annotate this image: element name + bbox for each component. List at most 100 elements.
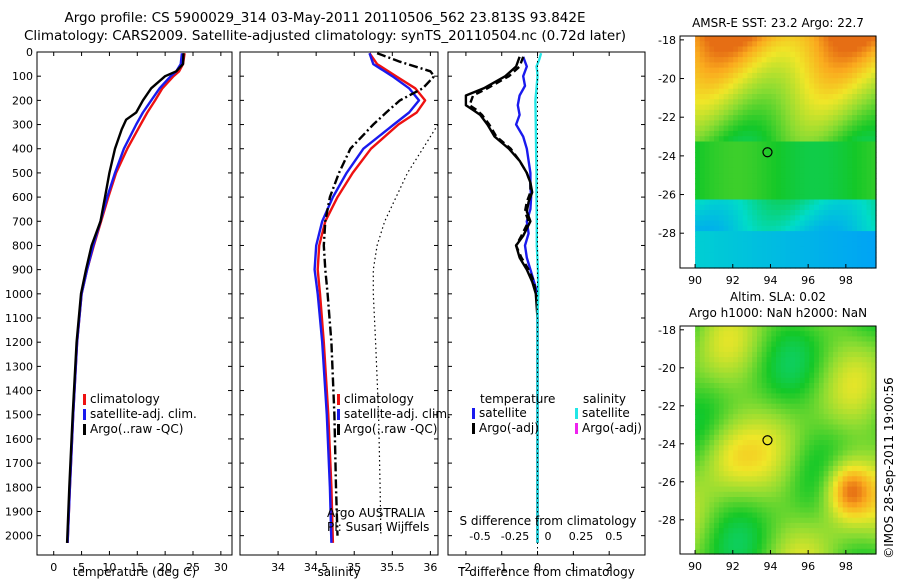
sst-map-y-tick-label: -18 xyxy=(658,34,676,47)
sst-map-cells xyxy=(695,36,877,269)
sla-map-y-tick-label: -28 xyxy=(658,514,676,527)
sst-map-x-tick-label: 98 xyxy=(839,274,853,287)
legend-diff-title-salinity: salinity xyxy=(583,392,626,406)
legend-temp-swatch xyxy=(83,424,86,435)
sst-map-x-tick-label: 94 xyxy=(763,274,777,287)
sla-map-subtitle: Argo h1000: NaN h2000: NaN xyxy=(689,306,867,320)
legend-diff-sal-label: satellite xyxy=(582,406,630,420)
sst-map-y-tick-label: -22 xyxy=(658,111,676,124)
y-tick-label-temperature: 1100 xyxy=(5,312,33,325)
sla-map-y-tick-label: -22 xyxy=(658,400,676,413)
x-tick-label-salinity: 34.5 xyxy=(304,561,329,574)
series-line-t-argo-adj- xyxy=(464,56,539,543)
figure-title-line1: Argo profile: CS 5900029_314 03-May-2011… xyxy=(64,10,586,26)
annotation-pi: PI: Susan Wijffels xyxy=(327,520,429,534)
legend-sal-label: Argo(..raw -QC) xyxy=(344,422,437,436)
legend-temp-swatch xyxy=(83,409,86,420)
sst-map-argo-marker xyxy=(762,147,773,158)
series-line-t-argo-dashed xyxy=(468,56,537,294)
x-tick-label-salinity: 35 xyxy=(347,561,361,574)
x-tick-label-temperature: 0 xyxy=(50,561,57,574)
y-tick-label-temperature: 1900 xyxy=(5,505,33,518)
y-tick-label-temperature: 1600 xyxy=(5,433,33,446)
top-tick-label-difference: -0.5 xyxy=(469,530,490,543)
legend-temp-label: satellite-adj. clim. xyxy=(90,407,197,421)
series-line-argo-raw-qc- xyxy=(65,53,185,543)
legend-sal-label: satellite-adj. clim. xyxy=(344,407,451,421)
y-tick-label-temperature: 2000 xyxy=(5,530,33,543)
legend-diff-sal-swatch xyxy=(575,408,578,419)
y-tick-label-temperature: 500 xyxy=(12,167,33,180)
y-tick-label-temperature: 1700 xyxy=(5,457,33,470)
x-tick-label-temperature: 20 xyxy=(158,561,172,574)
legend-diff-sal-swatch xyxy=(575,423,578,434)
top-axis-label-difference: S difference from climatology xyxy=(460,514,637,528)
y-tick-label-temperature: 100 xyxy=(12,70,33,83)
y-tick-label-temperature: 800 xyxy=(12,239,33,252)
sla-map-cells xyxy=(695,326,877,555)
x-axis-label-difference: T difference from climatology xyxy=(457,565,635,579)
x-tick-label-difference: -1 xyxy=(496,561,507,574)
x-tick-label-salinity: 34 xyxy=(271,561,285,574)
sla-map-y-tick-label: -18 xyxy=(658,324,676,337)
legend-sal-swatch xyxy=(337,409,340,420)
y-tick-label-temperature: 200 xyxy=(12,94,33,107)
sla-map-frame xyxy=(679,325,877,555)
y-tick-label-temperature: 1800 xyxy=(5,481,33,494)
sla-map-x-tick-label: 96 xyxy=(801,560,815,573)
sst-map-frame xyxy=(679,35,877,269)
y-tick-label-temperature: 600 xyxy=(12,191,33,204)
sla-map-x-tick-label: 90 xyxy=(688,560,702,573)
series-line-argo-raw-qc- xyxy=(322,52,436,536)
x-tick-label-difference: 2 xyxy=(606,561,613,574)
copyright-footer: ©IMOS 28-Sep-2011 19:00:56 xyxy=(882,377,896,559)
x-tick-label-salinity: 36 xyxy=(423,561,437,574)
x-axis-label-temperature: temperature (deg C) xyxy=(73,565,196,579)
series-line-satellite-adj-clim- xyxy=(313,52,421,543)
sla-map-x-tick-label: 92 xyxy=(726,560,740,573)
legend-temp-label: Argo(..raw -QC) xyxy=(90,422,183,436)
legend-diff-temp-swatch xyxy=(472,408,475,419)
sla-map-y-tick-label: -26 xyxy=(658,476,676,489)
legend-sal-swatch xyxy=(337,394,340,405)
legend-sal-swatch xyxy=(337,424,340,435)
legend-diff-temp-swatch xyxy=(472,423,475,434)
y-tick-label-temperature: 300 xyxy=(12,119,33,132)
sst-map-title: AMSR-E SST: 23.2 Argo: 22.7 xyxy=(692,16,864,30)
y-tick-label-temperature: 1400 xyxy=(5,385,33,398)
annotation-argo-country: Argo AUSTRALIA xyxy=(327,506,426,520)
x-tick-label-temperature: 5 xyxy=(78,561,85,574)
figure-title-line2: Climatology: CARS2009. Satellite-adjuste… xyxy=(23,28,627,44)
sla-map-y-tick-label: -20 xyxy=(658,362,676,375)
sla-map-title: Altim. SLA: 0.02 xyxy=(730,290,826,304)
y-tick-label-temperature: 1000 xyxy=(5,288,33,301)
legend-diff-temp-label: satellite xyxy=(479,406,527,420)
y-tick-label-temperature: 1300 xyxy=(5,360,33,373)
sst-map-x-tick-label: 90 xyxy=(688,274,702,287)
x-tick-label-difference: 1 xyxy=(570,561,577,574)
x-tick-label-temperature: 30 xyxy=(214,561,228,574)
top-tick-label-difference: -0.25 xyxy=(501,530,529,543)
legend-diff-sal-label: Argo(-adj) xyxy=(582,421,642,435)
legend-diff-title-temperature: temperature xyxy=(480,392,555,406)
sst-map-y-tick-label: -24 xyxy=(658,150,676,163)
sst-map-y-tick-label: -20 xyxy=(658,73,676,86)
legend-temp-swatch xyxy=(83,394,86,405)
sst-map-x-tick-label: 92 xyxy=(726,274,740,287)
x-tick-label-temperature: 10 xyxy=(102,561,116,574)
top-tick-label-difference: 0.5 xyxy=(605,530,623,543)
y-tick-label-temperature: 700 xyxy=(12,215,33,228)
legend-temp-label: climatology xyxy=(90,392,160,406)
y-tick-label-temperature: 400 xyxy=(12,143,33,156)
y-tick-label-temperature: 1500 xyxy=(5,409,33,422)
x-tick-label-difference: 0 xyxy=(534,561,541,574)
x-axis-label-salinity: salinity xyxy=(317,565,360,579)
sla-map-y-tick-label: -24 xyxy=(658,438,676,451)
legend-sal-label: climatology xyxy=(344,392,414,406)
sst-map-x-tick-label: 96 xyxy=(801,274,815,287)
y-tick-label-temperature: 0 xyxy=(26,46,33,59)
top-tick-label-difference: 0.25 xyxy=(569,530,594,543)
x-tick-label-temperature: 15 xyxy=(130,561,144,574)
x-tick-label-temperature: 25 xyxy=(186,561,200,574)
